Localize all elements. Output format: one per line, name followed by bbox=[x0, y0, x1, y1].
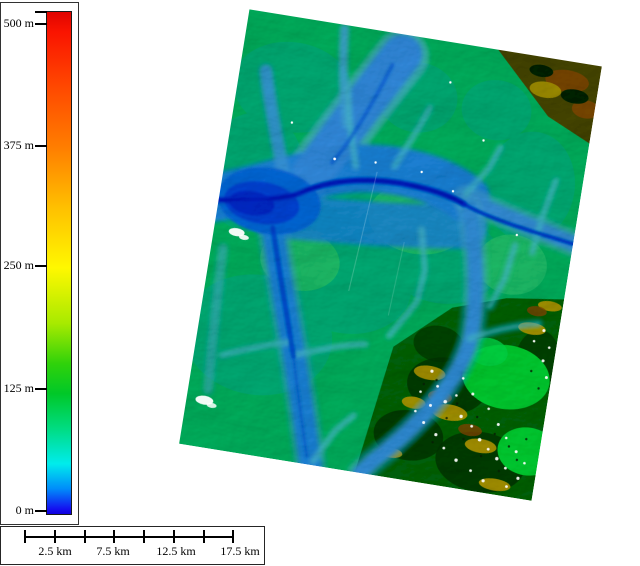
scale-tick bbox=[232, 530, 234, 543]
scale-tick bbox=[143, 530, 145, 543]
snow-specks bbox=[414, 329, 551, 489]
scale-bar-panel: 2.5 km 7.5 km 12.5 km 17.5 km bbox=[0, 526, 265, 565]
elevation-legend-panel: 500 m 375 m 250 m 125 m 0 m bbox=[0, 2, 79, 525]
colorbar-label-0m: 0 m bbox=[15, 503, 34, 517]
scale-tick bbox=[203, 530, 205, 543]
scale-label-2-5km: 2.5 km bbox=[38, 544, 72, 558]
colorbar-max-tick bbox=[35, 11, 47, 13]
scale-label-12-5km: 12.5 km bbox=[156, 544, 196, 558]
colorbar-tick bbox=[35, 510, 47, 512]
colorbar-label-125m: 125 m bbox=[3, 381, 34, 395]
scale-tick bbox=[113, 530, 115, 543]
colorbar-tick bbox=[35, 265, 47, 267]
terrain-relief-layer bbox=[179, 9, 602, 501]
colorbar-label-250m: 250 m bbox=[3, 258, 34, 272]
top-right-highlands bbox=[498, 49, 602, 144]
scale-tick bbox=[54, 530, 56, 543]
scale-bar-line bbox=[24, 536, 234, 538]
colorbar-tick bbox=[35, 388, 47, 390]
cloud-snow-overlay bbox=[195, 81, 551, 489]
scale-label-7-5km: 7.5 km bbox=[96, 544, 130, 558]
scale-tick bbox=[84, 530, 86, 543]
colorbar-label-375m: 375 m bbox=[3, 138, 34, 152]
scale-label-17-5km: 17.5 km bbox=[220, 544, 260, 558]
colorbar-label-500m: 500 m bbox=[3, 16, 34, 30]
river-channels bbox=[209, 62, 576, 458]
elevation-colorbar bbox=[46, 11, 72, 515]
scale-tick bbox=[24, 530, 26, 543]
scale-tick bbox=[173, 530, 175, 543]
colorbar-tick bbox=[35, 145, 47, 147]
colorbar-tick bbox=[35, 23, 47, 25]
bottom-right-mountains bbox=[354, 298, 565, 501]
